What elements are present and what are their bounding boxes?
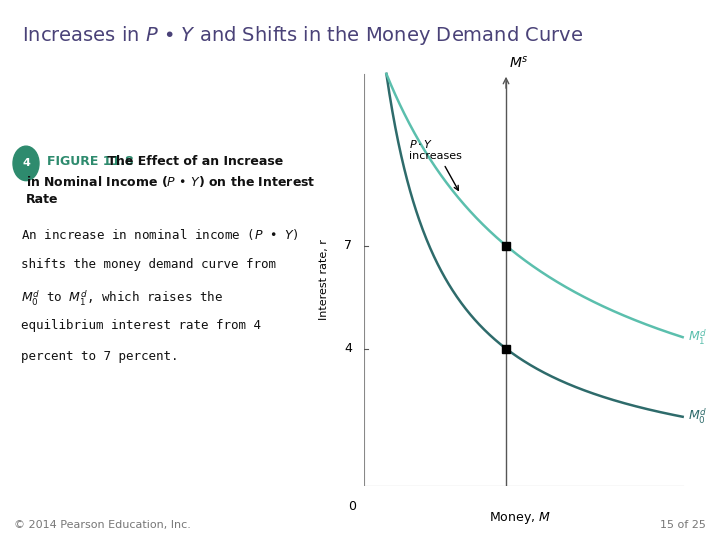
Text: 15 of 25: 15 of 25 (660, 520, 706, 530)
Text: 4: 4 (344, 342, 352, 355)
Text: An increase in nominal income ($P$ • $Y$): An increase in nominal income ($P$ • $Y$… (21, 227, 299, 242)
Text: Rate: Rate (26, 193, 58, 206)
Text: 0: 0 (348, 500, 356, 513)
Text: percent to 7 percent.: percent to 7 percent. (21, 350, 179, 363)
Text: in Nominal Income ($P$ • $Y$) on the Interest: in Nominal Income ($P$ • $Y$) on the Int… (26, 174, 315, 189)
Circle shape (13, 146, 39, 181)
Text: Increases in $P$ • $Y$ and Shifts in the Money Demand Curve: Increases in $P$ • $Y$ and Shifts in the… (22, 24, 583, 48)
Text: © 2014 Pearson Education, Inc.: © 2014 Pearson Education, Inc. (14, 520, 192, 530)
Text: FIGURE 11.8: FIGURE 11.8 (47, 154, 138, 167)
Text: $M_1^d$: $M_1^d$ (688, 327, 708, 347)
Text: 4: 4 (22, 158, 30, 168)
Text: Interest rate, r: Interest rate, r (319, 240, 329, 320)
Text: shifts the money demand curve from: shifts the money demand curve from (21, 258, 276, 271)
Text: $M^d_0$ to $M^d_1$, which raises the: $M^d_0$ to $M^d_1$, which raises the (21, 288, 222, 308)
Text: The Effect of an Increase: The Effect of an Increase (103, 154, 283, 167)
Text: $P \cdot Y$
increases: $P \cdot Y$ increases (409, 138, 462, 190)
Text: equilibrium interest rate from 4: equilibrium interest rate from 4 (21, 320, 261, 333)
Text: 7: 7 (344, 239, 352, 252)
Text: Money, $M$: Money, $M$ (490, 510, 552, 526)
Text: $M_0^d$: $M_0^d$ (688, 407, 708, 427)
Text: $M^s$: $M^s$ (509, 55, 528, 70)
